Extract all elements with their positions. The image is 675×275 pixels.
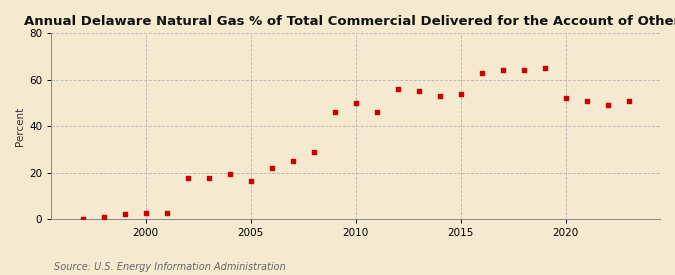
Point <box>140 211 151 215</box>
Point <box>350 101 361 105</box>
Point <box>581 98 592 103</box>
Point <box>119 212 130 216</box>
Point <box>518 68 529 73</box>
Point <box>455 92 466 96</box>
Point <box>308 150 319 154</box>
Point <box>476 71 487 75</box>
Point <box>623 98 634 103</box>
Point <box>182 176 193 181</box>
Point <box>78 216 88 221</box>
Point <box>434 94 445 98</box>
Point <box>245 178 256 183</box>
Point <box>371 110 382 114</box>
Point <box>539 66 550 70</box>
Point <box>99 215 109 219</box>
Point <box>560 96 571 100</box>
Point <box>267 166 277 170</box>
Title: Annual Delaware Natural Gas % of Total Commercial Delivered for the Account of O: Annual Delaware Natural Gas % of Total C… <box>24 15 675 28</box>
Point <box>602 103 613 108</box>
Point <box>392 87 403 91</box>
Text: Source: U.S. Energy Information Administration: Source: U.S. Energy Information Administ… <box>54 262 286 272</box>
Point <box>413 89 424 94</box>
Point <box>288 159 298 163</box>
Point <box>497 68 508 73</box>
Point <box>224 172 235 176</box>
Point <box>329 110 340 114</box>
Y-axis label: Percent: Percent <box>15 106 25 146</box>
Point <box>203 176 214 181</box>
Point <box>161 211 172 215</box>
